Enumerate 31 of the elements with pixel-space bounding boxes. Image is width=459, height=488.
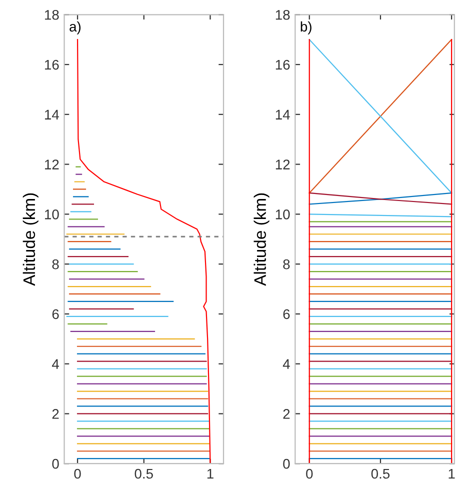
y-tick-label: 18 bbox=[45, 10, 59, 20]
y-axis-title: Altitude (km) bbox=[254, 193, 270, 286]
annotation: a) bbox=[70, 21, 81, 34]
y-tick-label: 0 bbox=[283, 458, 290, 469]
y-tick-label: 16 bbox=[276, 60, 290, 70]
y-axis-title: Altitude (km) bbox=[22, 193, 38, 286]
y-tick-label: 2 bbox=[52, 409, 59, 419]
y-tick-label: 10 bbox=[45, 210, 59, 220]
y-tick-label: 12 bbox=[45, 160, 59, 170]
annotation: b) bbox=[300, 21, 312, 34]
x-tick-label: 1 bbox=[207, 468, 214, 479]
line-series bbox=[76, 39, 211, 464]
y-tick-label: 0 bbox=[52, 458, 59, 469]
x-tick-label: 0 bbox=[74, 468, 81, 479]
y-tick-label: 8 bbox=[283, 259, 290, 270]
x-tick-label: 0.5 bbox=[371, 468, 390, 479]
x-tick-label: 1 bbox=[448, 468, 455, 479]
y-tick-label: 12 bbox=[276, 160, 290, 170]
y-tick-label: 8 bbox=[52, 259, 59, 270]
y-tick-label: 14 bbox=[45, 110, 59, 120]
y-tick-label: 4 bbox=[282, 359, 290, 369]
y-tick-label: 10 bbox=[276, 210, 290, 220]
y-tick-label: 6 bbox=[283, 309, 290, 320]
y-tick-label: 6 bbox=[52, 309, 59, 320]
y-tick-label: 4 bbox=[52, 359, 59, 369]
x-tick-label: 0 bbox=[306, 468, 313, 479]
y-tick-label: 16 bbox=[45, 60, 59, 70]
y-tick-label: 2 bbox=[283, 409, 290, 419]
x-tick-label: 0.5 bbox=[134, 468, 153, 479]
y-tick-label: 14 bbox=[276, 110, 290, 120]
y-tick-label: 18 bbox=[276, 10, 290, 20]
